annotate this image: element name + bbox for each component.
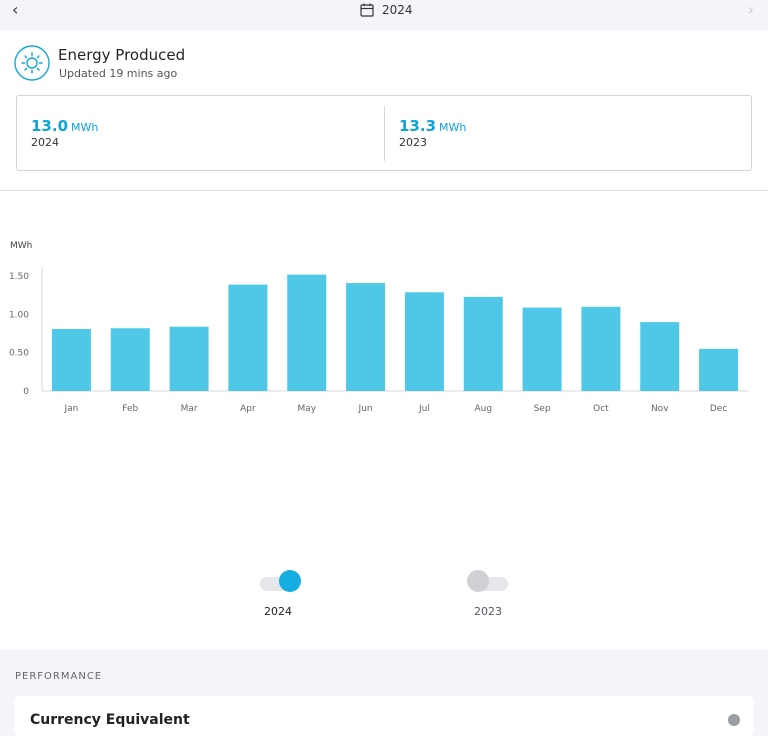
x-tick-label: Aug	[474, 404, 492, 414]
x-tick-label: Jun	[358, 404, 373, 414]
x-tick-label: Feb	[122, 404, 138, 414]
legend-label: 2024	[264, 605, 292, 618]
panel-title: Energy Produced	[58, 46, 186, 64]
chevron-left-icon[interactable]: ‹	[12, 0, 19, 19]
bar	[110, 328, 150, 391]
sun-icon	[14, 45, 50, 81]
calendar-icon	[360, 3, 374, 17]
bar	[404, 292, 444, 391]
section-header-performance: PERFORMANCE	[15, 671, 103, 682]
x-tick-label: Jul	[418, 404, 430, 414]
info-icon[interactable]	[728, 714, 740, 726]
summary-box: 13.0 MWh 2024 13.3 MWh 2023	[16, 95, 752, 171]
x-tick-label: Jan	[63, 404, 78, 414]
toggle-knob[interactable]	[467, 570, 489, 592]
x-tick-label: Mar	[181, 404, 198, 414]
y-tick-label: 1.50	[9, 272, 29, 282]
y-tick-label: 1.00	[9, 310, 29, 320]
legend-label: 2023	[474, 605, 502, 618]
bar	[522, 307, 562, 391]
bar-chart: MWh 0 0.50 1.00 1.50 Jan Feb Mar Apr May Jun Jul Aug…	[9, 241, 748, 414]
bar	[169, 326, 209, 391]
year-selector[interactable]: 2024	[360, 2, 413, 18]
bar	[581, 306, 621, 391]
x-tick-label: May	[297, 404, 316, 414]
bar	[346, 283, 386, 391]
bar	[228, 284, 268, 391]
stat-value: 13.3	[399, 117, 437, 135]
divider	[0, 190, 768, 191]
summary-stat-2023: 13.3 MWh 2023	[399, 116, 466, 149]
bar	[51, 329, 91, 391]
bar	[640, 322, 680, 391]
stat-value: 13.0	[31, 117, 69, 135]
stat-year: 2024	[31, 136, 59, 149]
stat-year: 2023	[399, 136, 427, 149]
x-tick-label: Apr	[240, 404, 256, 414]
card-title: Currency Equivalent	[30, 712, 190, 728]
x-tick-label: Oct	[593, 404, 609, 414]
stat-unit: MWh	[439, 121, 467, 134]
x-tick-label: Sep	[534, 404, 551, 414]
currency-equivalent-card[interactable]: Currency Equivalent	[14, 696, 754, 736]
y-tick-label: 0	[23, 387, 29, 397]
energy-card: Energy Produced Updated 19 mins ago 13.0…	[0, 30, 768, 650]
stat-unit: MWh	[71, 121, 99, 134]
toggle-knob[interactable]	[279, 570, 301, 592]
bar	[699, 348, 739, 391]
x-tick-label: Dec	[710, 404, 727, 414]
summary-stat-2024: 13.0 MWh 2024	[31, 116, 98, 149]
panel-subtitle: Updated 19 mins ago	[59, 67, 178, 80]
x-tick-label: Nov	[651, 404, 669, 414]
chevron-right-icon[interactable]: ›	[747, 0, 754, 19]
y-axis-label: MWh	[10, 241, 32, 251]
year-label: 2024	[382, 3, 413, 17]
top-bar: ‹ 2024 ›	[0, 0, 768, 28]
y-tick-label: 0.50	[9, 349, 29, 359]
bar	[287, 274, 327, 391]
bar	[463, 296, 503, 391]
stat-divider	[384, 106, 385, 161]
